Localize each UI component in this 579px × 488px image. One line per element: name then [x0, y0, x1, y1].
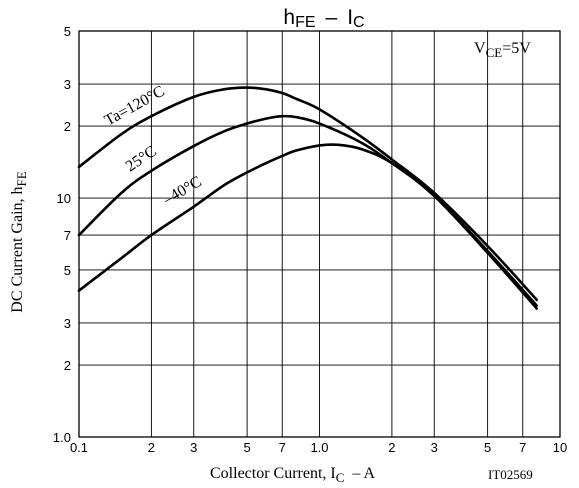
y-tick-label: 3 [64, 316, 71, 331]
x-label-post: – A [351, 465, 375, 482]
x-tick-label: 0.1 [70, 440, 88, 455]
x-label-sub: C [336, 470, 345, 485]
y-label-pre: DC Current Gain, h [9, 186, 26, 312]
condition-sub: CE [486, 45, 503, 60]
plot-frame [78, 30, 561, 438]
y-tick-label: 10 [57, 191, 71, 206]
y-tick-label: 5 [64, 263, 71, 278]
x-tick-label: 5 [484, 440, 491, 455]
x-tick-label: 7 [279, 440, 286, 455]
title-sep: – [326, 6, 338, 29]
x-tick-label: 3 [190, 440, 197, 455]
chart-title: hFE – IC [283, 6, 364, 31]
x-tick-label: 1.0 [310, 440, 328, 455]
y-tick-label: 2 [64, 358, 71, 373]
y-tick-label: 5 [64, 24, 71, 39]
figure-id: IT02569 [488, 467, 533, 482]
title-sub2: C [353, 14, 365, 31]
y-tick-label: 1.0 [53, 430, 71, 445]
title-main2: I [347, 6, 353, 29]
condition-pre: V [474, 40, 486, 57]
condition-label: VCE=5V [474, 40, 531, 60]
x-axis-label: Collector Current, IC – A [210, 465, 376, 485]
x-tick-label: 10 [553, 440, 567, 455]
title-sub: FE [295, 14, 315, 31]
y-tick-label: 2 [64, 119, 71, 134]
x-label-pre: Collector Current, I [210, 465, 336, 482]
x-tick-labels: 0.1 2 3 5 7 1.0 2 3 5 7 10 [70, 440, 567, 455]
y-tick-labels: 1.0 2 3 5 7 10 2 3 5 [53, 24, 71, 445]
title-main: h [283, 6, 295, 29]
x-tick-label: 2 [388, 440, 395, 455]
series-line-0 [77, 86, 538, 302]
series-line-2 [77, 143, 538, 310]
y-axis-label: DC Current Gain, hFE [9, 171, 29, 312]
y-tick-label: 3 [64, 77, 71, 92]
y-tick-label: 7 [64, 228, 71, 243]
x-tick-label: 3 [431, 440, 438, 455]
series-label-120: Ta=120°C [102, 83, 168, 130]
x-tick-label: 5 [243, 440, 250, 455]
y-label-sub: FE [14, 171, 29, 186]
condition-post: =5V [502, 40, 531, 57]
series-curves [77, 86, 538, 310]
x-tick-label: 7 [519, 440, 526, 455]
x-tick-label: 2 [148, 440, 155, 455]
